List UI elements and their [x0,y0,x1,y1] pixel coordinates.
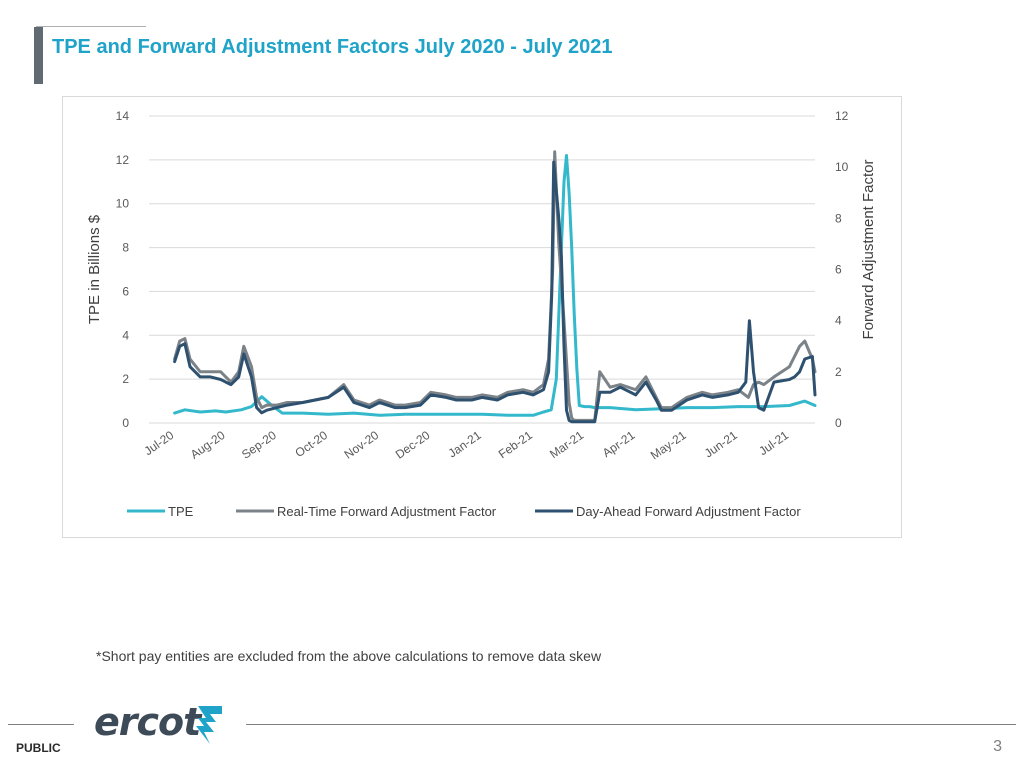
title-accent-bar [34,27,43,84]
footer-rule-left [8,724,74,725]
ercot-logo: ercot [94,700,234,748]
legend-item-tpe-label: TPE [168,504,194,519]
rtfaf-series-line [173,150,817,422]
y-right-tick-label: 2 [835,365,842,379]
footnote: *Short pay entities are excluded from th… [96,648,602,664]
y-left-tick-label: 6 [122,284,129,298]
title-rule [36,26,146,27]
y-right-tick-label: 0 [835,416,842,430]
tpe-series-line [173,154,817,417]
y-left-tick-label: 2 [122,372,129,386]
y-right-tick-label: 10 [835,160,849,174]
logo-wordmark: ercot [94,700,201,744]
x-tick-label: Oct-20 [292,428,330,460]
y-right-tick-label: 12 [835,109,849,123]
x-tick-label: Jan-21 [446,428,484,461]
page-title: TPE and Forward Adjustment Factors July … [52,36,613,58]
y-right-tick-label: 4 [835,314,842,328]
y-left-axis-title: TPE in Billions $ [86,214,103,324]
x-tick-label: Sep-20 [239,428,279,462]
x-tick-label: Dec-20 [393,428,433,462]
dafaf-series-line [173,160,817,424]
x-tick-label: Jul-20 [142,428,177,458]
y-right-tick-label: 6 [835,263,842,277]
page-number: 3 [993,738,1002,755]
legend-item-rtfaf-label: Real-Time Forward Adjustment Factor [277,504,497,519]
tpe-faf-line-chart: 0 2 4 6 8 10 12 14 0 2 4 6 8 10 12 Jul-20 Aug-20 Sep-20 Oc… [86,109,877,519]
x-tick-label: Jul-21 [756,428,791,458]
x-tick-label: Mar-21 [547,428,586,461]
x-tick-label: Jun-21 [702,428,740,461]
y-right-axis-title: Forward Adjustment Factor [860,159,877,339]
x-tick-label: Feb-21 [496,428,535,461]
footer-rule-right [246,724,1016,725]
y-left-tick-label: 0 [122,416,129,430]
y-left-tick-label: 14 [116,109,130,123]
legend-item-dafaf-label: Day-Ahead Forward Adjustment Factor [576,504,801,519]
y-left-tick-label: 10 [116,197,130,211]
x-tick-label: Aug-20 [188,428,228,462]
classification-label: PUBLIC [16,741,61,755]
y-left-tick-label: 8 [122,241,129,255]
x-tick-label: Nov-20 [342,428,382,462]
x-tick-label: May-21 [648,428,689,463]
y-left-tick-label: 12 [116,153,130,167]
y-right-tick-label: 8 [835,211,842,225]
chart-frame: 0 2 4 6 8 10 12 14 0 2 4 6 8 10 12 Jul-20 Aug-20 Sep-20 Oc… [62,96,902,538]
y-left-tick-label: 4 [122,328,129,342]
x-tick-label: Apr-21 [600,428,638,460]
texas-lightning-icon [196,706,222,744]
